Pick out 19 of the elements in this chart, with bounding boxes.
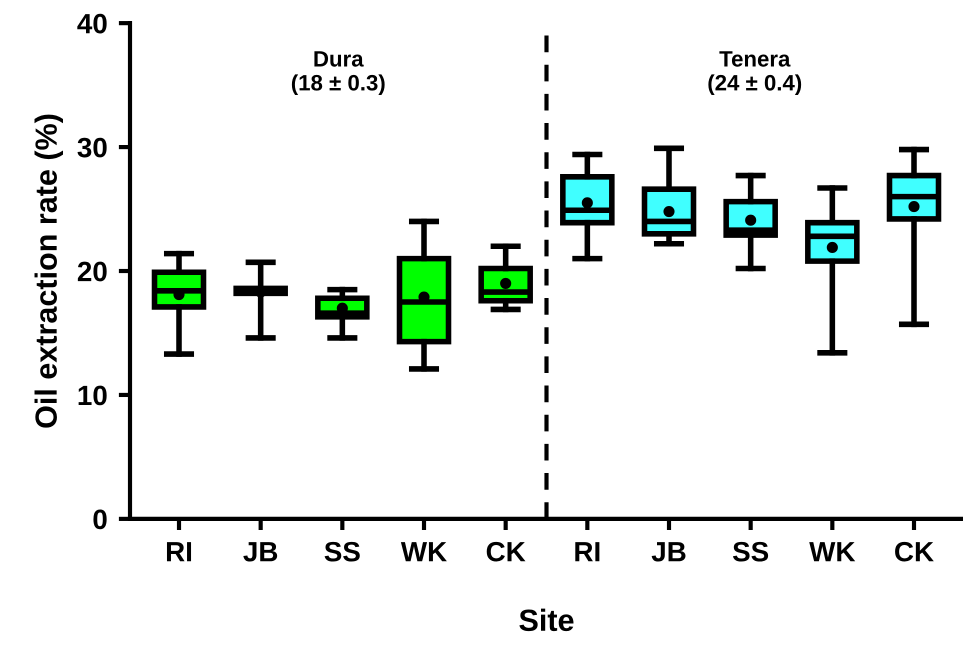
y-tick-label: 0 bbox=[93, 510, 107, 530]
annotation: Dura (18 ± 0.3) bbox=[292, 51, 385, 96]
x-tick-label: CK bbox=[895, 542, 934, 562]
x-tick-label: WK bbox=[809, 542, 856, 562]
x-tick-label: CK bbox=[486, 542, 526, 562]
x-tick-label: WK bbox=[400, 542, 447, 562]
y-tick-label: 40 bbox=[77, 14, 107, 34]
y-tick-label: 30 bbox=[78, 138, 107, 158]
x-axis-title: Site bbox=[519, 608, 574, 632]
x-tick-label: RI bbox=[166, 542, 192, 562]
x-tick-label: JB bbox=[652, 542, 686, 562]
y-tick-label: 10 bbox=[78, 386, 107, 406]
x-tick-label: SS bbox=[732, 542, 768, 562]
x-tick-label: RI bbox=[575, 542, 600, 562]
y-tick-label: 20 bbox=[78, 262, 107, 282]
x-tick-label: SS bbox=[324, 542, 360, 562]
annotation: Tenera (24 ± 0.4) bbox=[708, 51, 802, 96]
x-tick-label: JB bbox=[243, 542, 278, 562]
y-axis-title: Oil extraction rate (%) bbox=[34, 114, 63, 428]
